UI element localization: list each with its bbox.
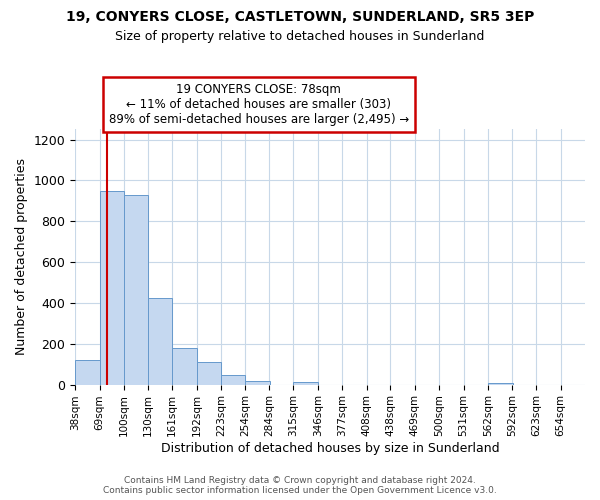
Bar (100, 190, 124, 384)
Bar (221, 376, 245, 384)
Text: Size of property relative to detached houses in Sunderland: Size of property relative to detached ho… (115, 30, 485, 43)
Bar (245, 380, 270, 384)
Bar (124, 194, 148, 384)
Bar (293, 382, 318, 384)
Bar (197, 362, 221, 384)
Text: Contains HM Land Registry data © Crown copyright and database right 2024.
Contai: Contains HM Land Registry data © Crown c… (103, 476, 497, 495)
Y-axis label: Number of detached properties: Number of detached properties (15, 158, 28, 356)
Text: 19 CONYERS CLOSE: 78sqm
← 11% of detached houses are smaller (303)
89% of semi-d: 19 CONYERS CLOSE: 78sqm ← 11% of detache… (109, 84, 409, 126)
Bar (488, 382, 512, 384)
X-axis label: Distribution of detached houses by size in Sunderland: Distribution of detached houses by size … (161, 442, 499, 455)
Bar (172, 348, 197, 385)
Bar (75, 360, 100, 384)
Text: 19, CONYERS CLOSE, CASTLETOWN, SUNDERLAND, SR5 3EP: 19, CONYERS CLOSE, CASTLETOWN, SUNDERLAN… (66, 10, 534, 24)
Bar (148, 298, 172, 384)
